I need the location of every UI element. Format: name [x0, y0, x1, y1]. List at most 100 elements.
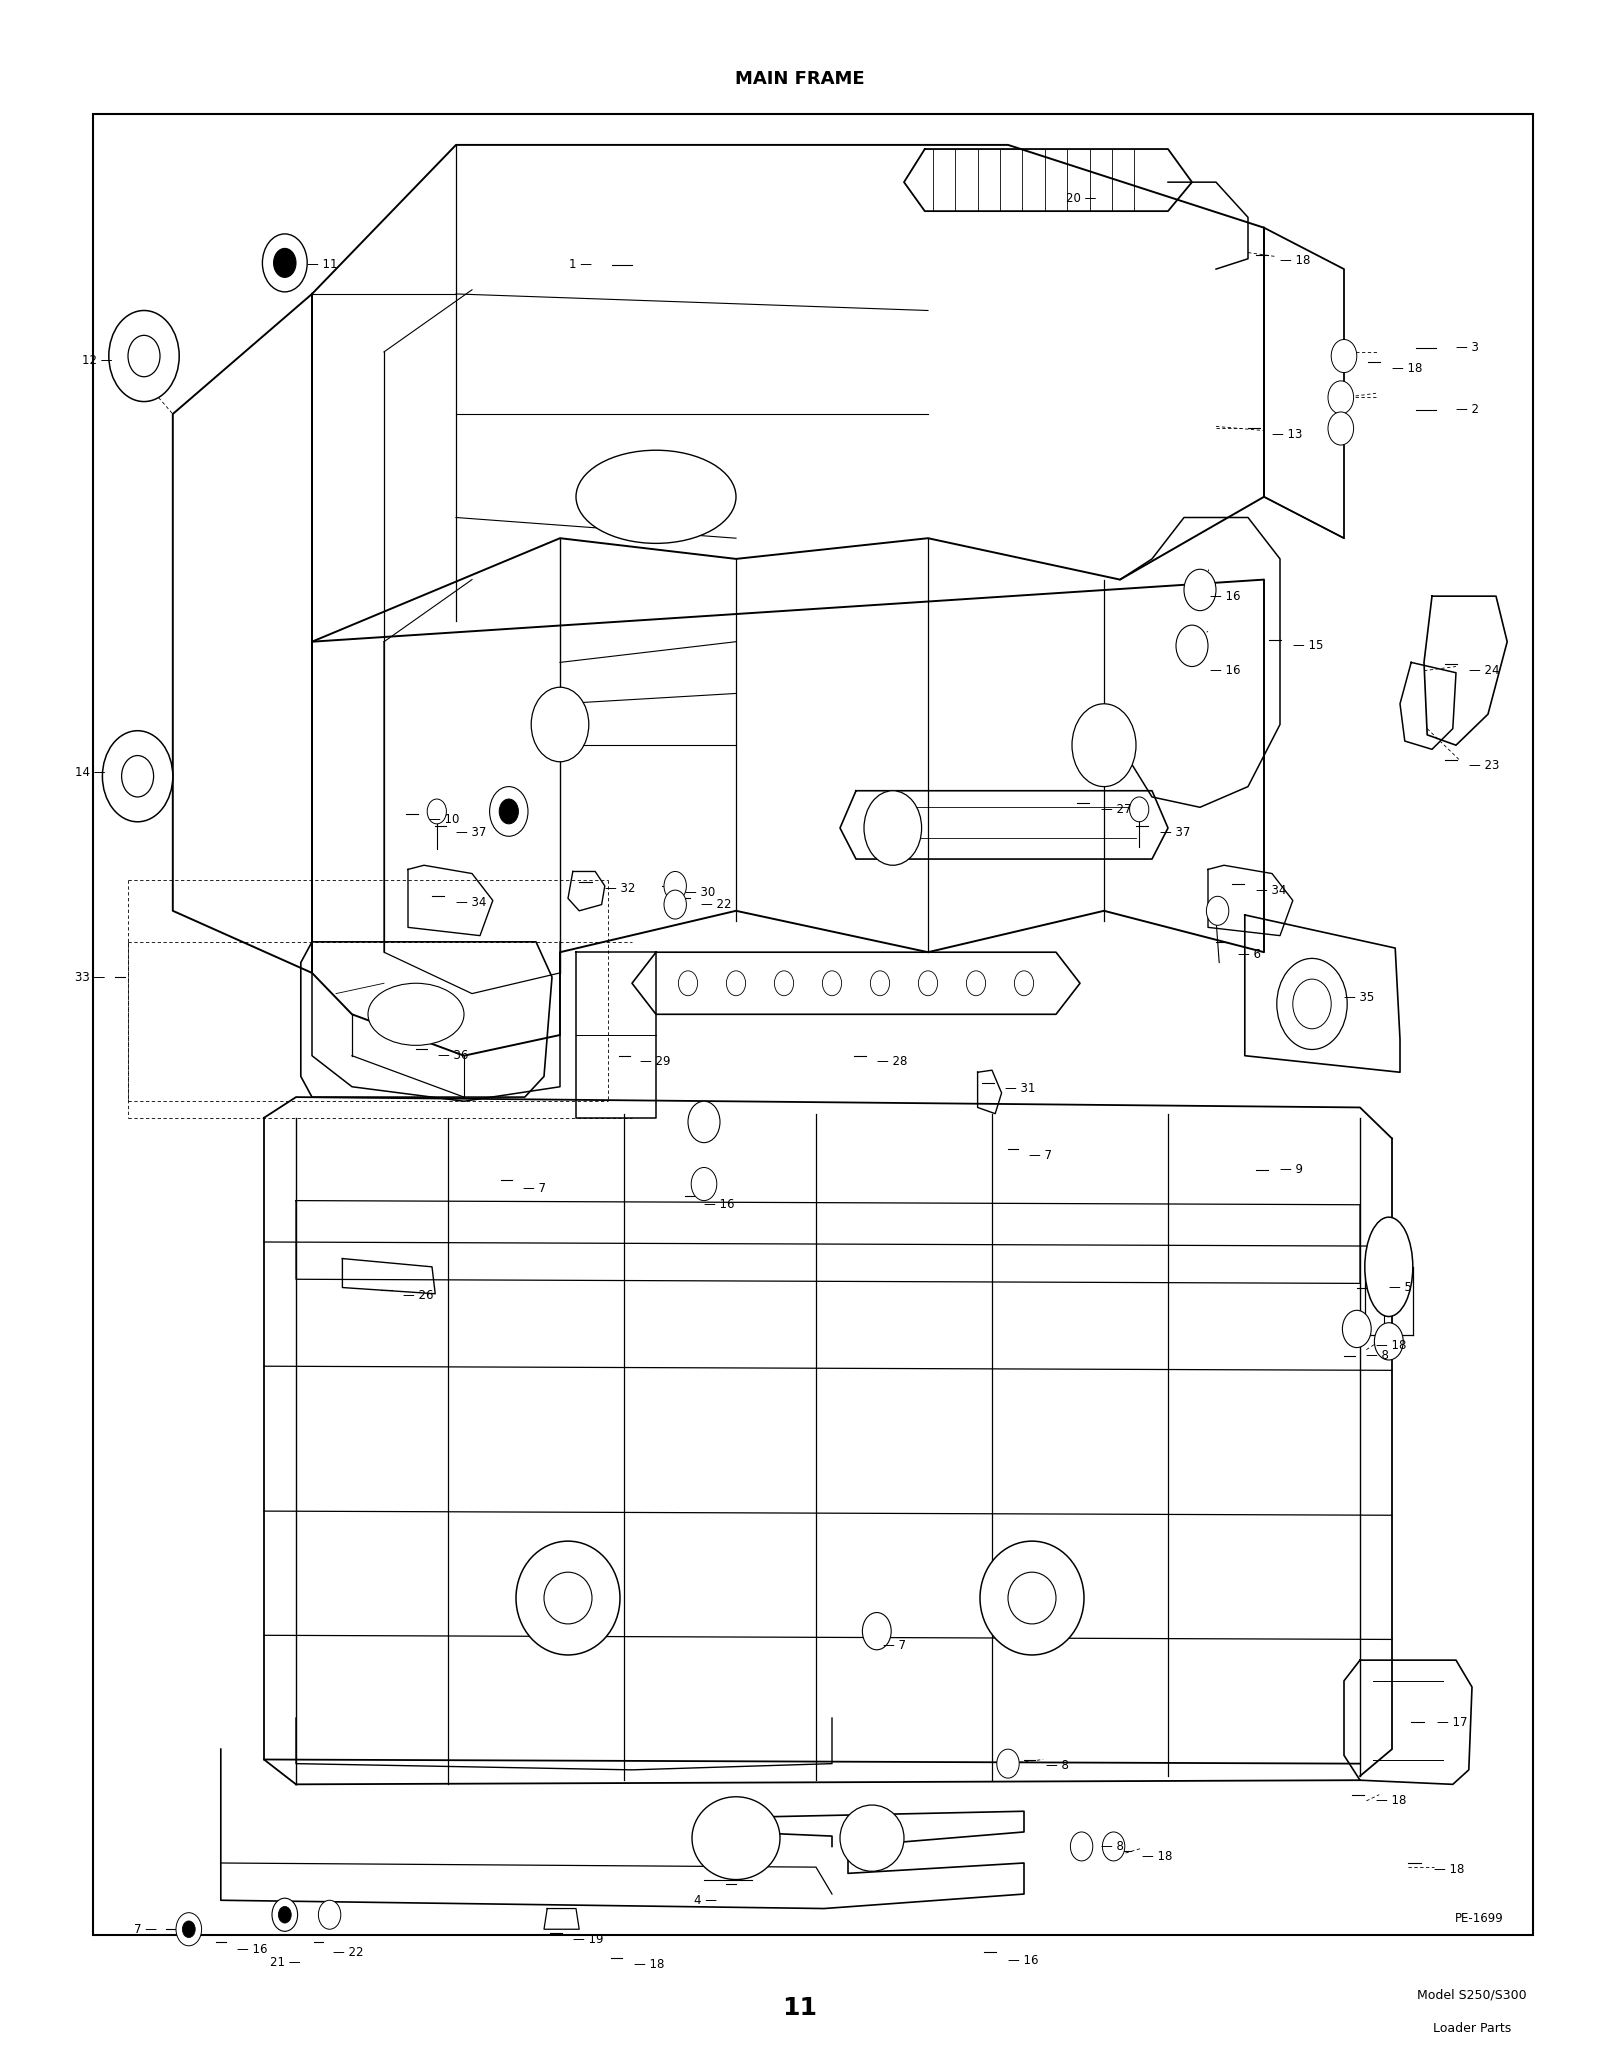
Circle shape [664, 890, 686, 919]
Text: — 32: — 32 [605, 882, 635, 894]
Text: — 17: — 17 [1437, 1716, 1467, 1728]
Text: — 18: — 18 [1142, 1851, 1173, 1863]
Circle shape [122, 756, 154, 797]
Circle shape [1130, 797, 1149, 822]
Text: — 8: — 8 [1046, 1760, 1069, 1772]
Text: — 34: — 34 [1256, 884, 1286, 896]
Circle shape [1328, 381, 1354, 414]
Circle shape [1277, 958, 1347, 1049]
Ellipse shape [840, 1805, 904, 1871]
Circle shape [128, 335, 160, 377]
Text: 20 —: 20 — [1067, 193, 1096, 205]
Text: — 18: — 18 [1376, 1339, 1406, 1352]
Circle shape [1328, 412, 1354, 445]
Circle shape [664, 871, 686, 900]
Circle shape [109, 310, 179, 402]
Circle shape [182, 1921, 195, 1938]
Text: — 36: — 36 [438, 1049, 469, 1062]
Text: — 10: — 10 [429, 814, 459, 826]
Ellipse shape [576, 451, 736, 544]
Text: — 19: — 19 [573, 1933, 603, 1946]
Text: — 22: — 22 [333, 1946, 363, 1958]
Text: 1 —: 1 — [570, 259, 592, 271]
Ellipse shape [979, 1540, 1085, 1656]
Text: 12 —: 12 — [82, 354, 112, 366]
Circle shape [272, 1898, 298, 1931]
Text: — 35: — 35 [1344, 992, 1374, 1004]
Circle shape [691, 1167, 717, 1201]
Ellipse shape [368, 983, 464, 1045]
Text: — 34: — 34 [456, 896, 486, 909]
Text: — 16: — 16 [704, 1199, 734, 1211]
Circle shape [262, 234, 307, 292]
Text: — 30: — 30 [685, 886, 715, 898]
Text: Loader Parts: Loader Parts [1434, 2022, 1510, 2035]
Circle shape [1331, 339, 1357, 373]
Text: — 31: — 31 [1005, 1083, 1035, 1095]
Text: — 23: — 23 [1469, 760, 1499, 772]
Text: — 29: — 29 [640, 1056, 670, 1068]
Ellipse shape [515, 1540, 621, 1656]
Text: — 18: — 18 [1392, 362, 1422, 375]
Text: — 18: — 18 [1280, 255, 1310, 267]
Text: — 16: — 16 [1210, 664, 1240, 677]
Circle shape [102, 731, 173, 822]
Circle shape [1070, 1832, 1093, 1861]
Circle shape [278, 1906, 291, 1923]
Ellipse shape [1365, 1217, 1413, 1317]
Text: — 37: — 37 [456, 826, 486, 838]
Text: — 18: — 18 [634, 1958, 664, 1971]
Text: — 16: — 16 [1210, 590, 1240, 602]
Text: — 37: — 37 [1160, 826, 1190, 838]
Text: 21 —: 21 — [269, 1956, 301, 1969]
Text: — 16: — 16 [1008, 1954, 1038, 1966]
Circle shape [678, 971, 698, 996]
Circle shape [688, 1101, 720, 1143]
Text: — 13: — 13 [1272, 428, 1302, 441]
Ellipse shape [544, 1573, 592, 1623]
Text: 11: 11 [782, 1995, 818, 2020]
Ellipse shape [1008, 1573, 1056, 1623]
Text: — 11: — 11 [307, 259, 338, 271]
Circle shape [1184, 569, 1216, 611]
Circle shape [1176, 625, 1208, 667]
Text: — 8: — 8 [1101, 1840, 1123, 1853]
Text: — 6: — 6 [1238, 948, 1261, 960]
Text: — 18: — 18 [1434, 1863, 1464, 1875]
Text: — 26: — 26 [403, 1290, 434, 1302]
Circle shape [726, 971, 746, 996]
Text: — 9: — 9 [1280, 1163, 1302, 1176]
Circle shape [918, 971, 938, 996]
Text: — 15: — 15 [1293, 640, 1323, 652]
Text: 4 —: 4 — [694, 1894, 717, 1906]
Text: MAIN FRAME: MAIN FRAME [734, 70, 866, 87]
Circle shape [490, 787, 528, 836]
Text: PE-1699: PE-1699 [1456, 1913, 1504, 1925]
Circle shape [862, 1613, 891, 1650]
Circle shape [1206, 896, 1229, 925]
Ellipse shape [691, 1797, 781, 1880]
Circle shape [870, 971, 890, 996]
Circle shape [176, 1913, 202, 1946]
Text: — 27: — 27 [1101, 803, 1131, 816]
Text: — 8: — 8 [1366, 1350, 1389, 1362]
Text: — 3: — 3 [1456, 342, 1478, 354]
Circle shape [318, 1900, 341, 1929]
Circle shape [966, 971, 986, 996]
Circle shape [1342, 1310, 1371, 1348]
Circle shape [427, 799, 446, 824]
Text: — 7: — 7 [1029, 1149, 1051, 1161]
Text: — 7: — 7 [523, 1182, 546, 1194]
Text: 7 —: 7 — [134, 1923, 157, 1935]
Text: 14 —: 14 — [75, 766, 106, 778]
Text: — 28: — 28 [877, 1056, 907, 1068]
Circle shape [531, 687, 589, 762]
Circle shape [822, 971, 842, 996]
Circle shape [864, 791, 922, 865]
Circle shape [1293, 979, 1331, 1029]
Text: — 22: — 22 [701, 898, 731, 911]
Circle shape [1072, 704, 1136, 787]
Text: — 7: — 7 [883, 1639, 906, 1652]
Text: — 16: — 16 [237, 1944, 267, 1956]
Text: — 24: — 24 [1469, 664, 1499, 677]
